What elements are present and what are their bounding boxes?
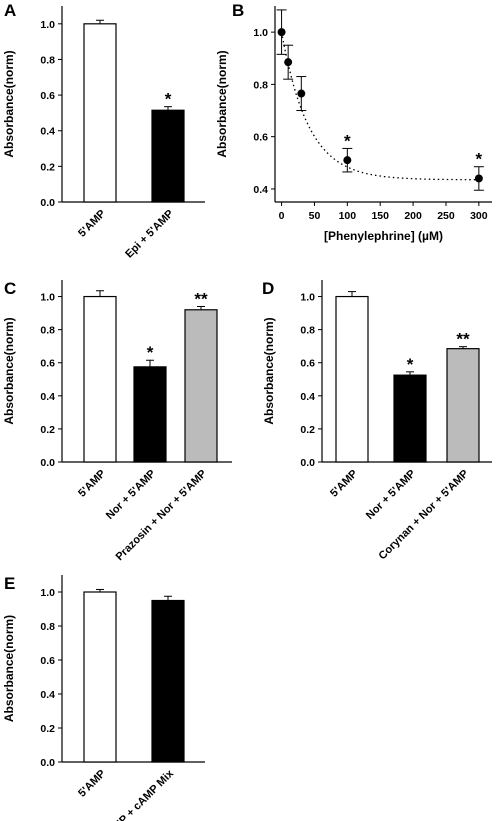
y-tick-label: 0.6	[40, 90, 55, 102]
y-tick-label: 0.8	[40, 621, 55, 633]
x-tick-label: 100	[339, 210, 357, 222]
bar	[83, 591, 117, 763]
significance-star: *	[147, 343, 154, 362]
y-tick-label: 0.0	[40, 197, 55, 209]
y-tick-label: 0.2	[40, 424, 55, 436]
y-tick-label: 0.4	[40, 126, 55, 138]
x-tick-label: 250	[437, 210, 455, 222]
data-point	[297, 89, 306, 98]
panel-letter: E	[4, 574, 15, 593]
y-tick-label: 1.0	[40, 19, 55, 31]
y-tick-label: 0.4	[300, 391, 315, 403]
panel-a: A 0.0 0.2 0.4 0.6 0.8 1.0 Absorbance(norm) 5'AMP…	[2, 1, 205, 261]
panel-letter: C	[4, 279, 16, 298]
panel-c: C 0.0 0.2 0.4 0.6 0.8 1.0 Absorbance(norm) 5'AMP…	[2, 279, 232, 563]
bar	[83, 23, 117, 203]
panel-letter: D	[262, 279, 274, 298]
x-tick-label: 50	[309, 210, 321, 222]
y-tick-label: 0.4	[40, 391, 55, 403]
y-tick-label: 0.6	[253, 132, 268, 144]
x-tick-label: 0	[279, 210, 285, 222]
y-tick-label: 0.6	[300, 358, 315, 370]
bar	[335, 295, 369, 463]
y-tick-label: 1.0	[40, 587, 55, 599]
category-label: 5'AMP	[328, 468, 360, 500]
y-tick-label: 0.0	[40, 757, 55, 769]
category-label: Nor + 5'AMP	[104, 468, 158, 522]
bar	[446, 348, 480, 463]
y-axis-title: Absorbance(norm)	[2, 50, 16, 157]
panel-d: D 0.0 0.2 0.4 0.6 0.8 1.0 Absorbance(norm) 5'AMP…	[262, 279, 492, 562]
significance-star: *	[476, 150, 483, 169]
significance-star: *	[165, 90, 172, 109]
y-axis-title: Absorbance(norm)	[2, 317, 16, 424]
category-label: 5'AMP	[76, 468, 108, 500]
panel-b: B 0.4 0.6 0.8 1.0 Absorbance(norm) 0 50 100 150 20…	[215, 1, 492, 243]
category-label: 5'AMP	[76, 208, 108, 240]
y-axis-title: Absorbance(norm)	[215, 50, 229, 157]
y-tick-label: 0.2	[40, 723, 55, 735]
category-label: Epi + 5'AMP	[123, 208, 176, 261]
x-axis-title: [Phenylephrine] (µM)	[324, 229, 443, 243]
panel-e: E 0.0 0.2 0.4 0.6 0.8 1.0 Absorbance(norm) 5'AMP…	[2, 574, 205, 821]
bar	[83, 295, 117, 463]
x-tick-label: 300	[470, 210, 488, 222]
y-tick-label: 0.8	[300, 325, 315, 337]
y-tick-label: 1.0	[300, 292, 315, 304]
bar	[184, 309, 218, 463]
data-point	[343, 156, 352, 165]
panel-letter: A	[4, 1, 16, 20]
category-label: Corynan + Nor + 5'AMP	[377, 468, 472, 563]
data-point	[277, 28, 286, 37]
bar	[393, 374, 427, 463]
significance-star: *	[407, 355, 414, 374]
panel-letter: B	[232, 1, 244, 20]
significance-star: *	[344, 131, 351, 150]
x-tick-label: 200	[404, 210, 422, 222]
y-tick-label: 0.8	[40, 325, 55, 337]
y-tick-label: 0.2	[40, 161, 55, 173]
bar	[133, 366, 167, 463]
significance-star: **	[456, 330, 470, 349]
y-tick-label: 1.0	[253, 27, 268, 39]
fit-curve	[280, 31, 482, 181]
data-point	[284, 58, 293, 67]
y-axis-title: Absorbance(norm)	[2, 615, 16, 722]
y-tick-label: 0.4	[40, 689, 55, 701]
y-tick-label: 0.6	[40, 358, 55, 370]
y-tick-label: 1.0	[40, 292, 55, 304]
category-label: Prazosin + Nor + 5'AMP	[114, 468, 209, 563]
category-label: 5'AMP + cAMP Mix	[99, 767, 177, 821]
bar	[151, 109, 185, 203]
significance-star: **	[194, 289, 208, 308]
bar	[151, 599, 185, 763]
y-tick-label: 0.0	[40, 457, 55, 469]
y-tick-label: 0.0	[300, 457, 315, 469]
y-tick-label: 0.6	[40, 655, 55, 667]
y-tick-label: 0.8	[40, 54, 55, 66]
x-tick-label: 150	[371, 210, 389, 222]
category-label: 5'AMP	[76, 768, 108, 800]
y-axis-title: Absorbance(norm)	[262, 317, 276, 424]
category-label: Nor + 5'AMP	[364, 468, 418, 522]
data-point	[474, 174, 483, 183]
y-tick-label: 0.8	[253, 79, 268, 91]
y-tick-label: 0.2	[300, 424, 315, 436]
y-tick-label: 0.4	[253, 184, 268, 196]
